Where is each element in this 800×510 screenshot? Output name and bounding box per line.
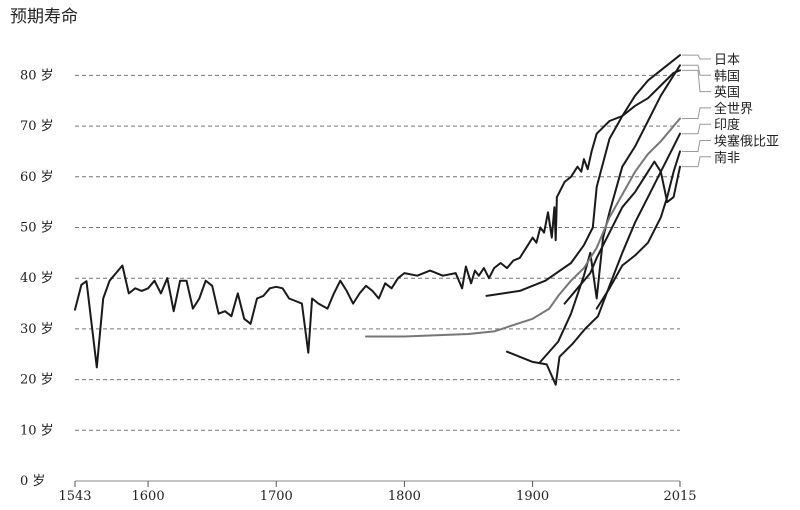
series-line-5 (595, 150, 681, 310)
series-line-0 (485, 54, 681, 297)
x-axis-ticks: 1543 1600 1700 1800 1900 2015 (58, 480, 697, 504)
y-tick-label: 50 岁 (20, 221, 54, 236)
series-line-2 (74, 69, 681, 369)
series-line-1 (539, 64, 681, 363)
legend-label: 日本 (714, 53, 740, 68)
y-tick-label: 80 岁 (20, 68, 54, 83)
series-line-6 (563, 160, 681, 305)
y-tick-label: 20 岁 (20, 373, 54, 388)
legend-leader-line (682, 69, 711, 93)
legend-leader-line (682, 156, 711, 168)
x-tick-label: 1700 (260, 489, 293, 504)
legend-leader-line (682, 140, 711, 152)
y-axis-ticks: 0 岁 10 岁 20 岁 30 岁 40 岁 50 岁 60 岁 70 岁 80 岁 (20, 68, 54, 489)
legend-label: 印度 (714, 117, 740, 133)
y-tick-label: 30 岁 (20, 322, 54, 337)
x-tick-label: 2015 (663, 489, 696, 504)
chart-title: 预期寿命 (10, 7, 78, 27)
legend-leader-line (682, 123, 711, 135)
y-tick-label: 60 岁 (20, 170, 54, 185)
legend-label: 全世界 (714, 101, 753, 117)
x-tick-label: 1900 (516, 489, 549, 504)
legend-label: 埃塞俄比亚 (714, 134, 779, 150)
legend-label: 韩国 (714, 69, 740, 84)
x-tick-label: 1543 (58, 489, 91, 504)
legend-label: 英国 (714, 86, 740, 101)
legend-leader-line (682, 64, 711, 76)
gridlines (75, 74, 680, 431)
legend-leader-line (682, 107, 711, 119)
series-lines (74, 54, 681, 386)
y-tick-label: 0 岁 (20, 474, 45, 489)
y-tick-label: 10 岁 (20, 423, 54, 438)
legend-label: 南非 (714, 150, 740, 166)
series-line-3 (365, 117, 681, 338)
x-tick-label: 1800 (388, 489, 421, 504)
series-line-4 (506, 132, 681, 386)
y-tick-label: 70 岁 (20, 119, 54, 134)
legend-leader-line (682, 54, 711, 60)
x-tick-label: 1600 (132, 489, 165, 504)
y-tick-label: 40 岁 (20, 271, 54, 286)
